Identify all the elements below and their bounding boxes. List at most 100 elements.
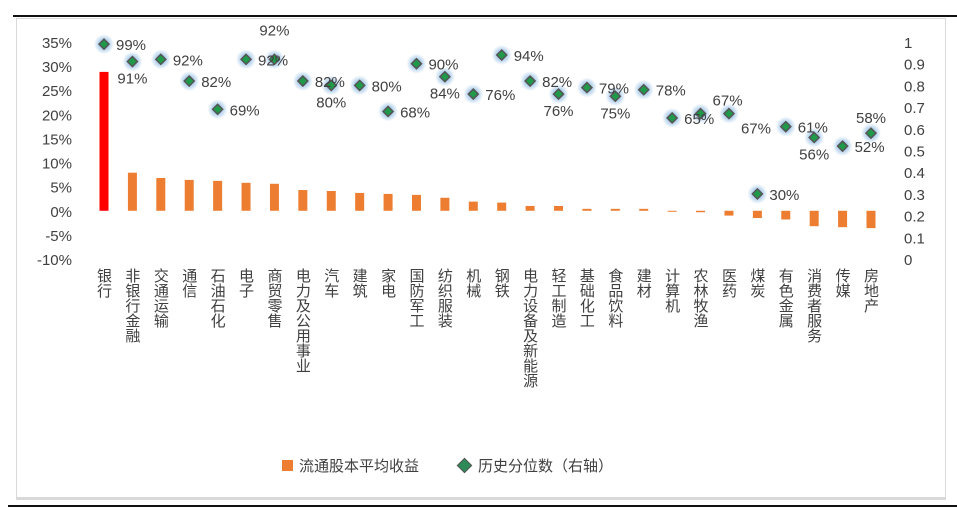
category-label: 传媒: [834, 268, 852, 298]
scatter-point: [438, 70, 451, 83]
point-data-label: 94%: [514, 48, 544, 65]
scatter-point: [268, 53, 281, 66]
right-tick-label: 1: [904, 35, 912, 52]
category-label: 电力及公用事业: [294, 268, 312, 373]
right-tick-label: 0.6: [904, 122, 925, 139]
left-tick-label: 10%: [42, 156, 72, 173]
point-data-label: 58%: [856, 110, 886, 127]
scatter-point: [722, 107, 736, 120]
category-label: 汽车: [322, 268, 340, 298]
bar: [554, 205, 564, 211]
bar: [639, 208, 649, 211]
bar: [809, 210, 819, 227]
bar: [241, 182, 251, 211]
legend-scatter-label: 历史分位数（右轴）: [478, 457, 614, 475]
category-label: 通信: [180, 268, 198, 298]
bar: [383, 193, 393, 211]
point-data-label: 92%: [258, 52, 288, 69]
right-tick-label: 0.7: [904, 100, 925, 117]
scatter-point: [325, 79, 338, 92]
category-label: 电子: [237, 268, 255, 298]
category-label: 钢铁: [493, 268, 511, 298]
point-data-label: 67%: [713, 93, 743, 110]
category-label: 交通运输: [152, 267, 170, 328]
category-label: 国防军工: [407, 268, 425, 328]
category-label: 非银行金融: [123, 268, 141, 343]
scatter-point: [580, 81, 593, 94]
scatter-point: [495, 48, 508, 62]
category-label: 建材: [635, 268, 653, 298]
scatter-point: [864, 127, 878, 140]
point-data-label: 80%: [372, 78, 402, 95]
legend-bar-swatch: [282, 460, 293, 471]
point-data-label: 79%: [599, 81, 629, 98]
left-tick-label: -10%: [37, 252, 72, 269]
point-data-label: 92%: [259, 22, 289, 39]
scatter-point: [609, 90, 622, 103]
point-data-label: 76%: [544, 103, 574, 120]
category-label: 建筑: [351, 268, 369, 299]
point-data-label: 80%: [316, 94, 346, 111]
category-label: 轻工制造: [550, 268, 568, 329]
bar: [127, 172, 137, 211]
bar: [355, 192, 365, 211]
scatter-point: [353, 79, 366, 92]
right-tick-label: 0.3: [904, 187, 925, 204]
point-data-label: 90%: [428, 57, 458, 74]
bar: [298, 190, 308, 211]
scatter-point: [410, 57, 423, 70]
point-data-label: 75%: [600, 105, 630, 122]
bar: [866, 210, 876, 229]
left-tick-label: 0%: [50, 204, 72, 221]
point-data-label: 68%: [400, 104, 430, 121]
point-data-label: 52%: [855, 139, 885, 156]
point-data-label: 82%: [201, 74, 231, 91]
legend: 流通股本平均收益 历史分位数（右轴）: [282, 455, 613, 476]
category-label: 房地产: [862, 268, 880, 313]
point-data-label: 61%: [798, 120, 828, 137]
bar: [99, 71, 109, 211]
left-tick-label: 25%: [42, 83, 72, 100]
point-data-label: 91%: [117, 71, 147, 88]
scatter-point: [126, 55, 139, 68]
right-tick-label: 0: [904, 252, 912, 269]
bar: [610, 208, 620, 211]
scatter-point: [836, 140, 849, 153]
bar: [838, 210, 848, 228]
category-label: 机械: [464, 268, 482, 298]
category-label: 有色金属: [777, 268, 795, 328]
right-tick-label: 0.4: [904, 165, 925, 182]
scatter-point: [467, 88, 480, 101]
category-label: 石油石化: [209, 268, 227, 328]
category-label: 农林牧渔: [692, 268, 710, 328]
scatter-point: [382, 105, 395, 118]
point-data-label: 78%: [656, 83, 686, 100]
category-label: 煤炭: [748, 268, 766, 298]
left-tick-label: 30%: [42, 59, 72, 76]
scatter-point: [239, 53, 253, 66]
category-label: 家电: [379, 268, 397, 298]
scatter-point: [552, 88, 565, 101]
bar: [667, 210, 677, 212]
left-tick-label: 15%: [42, 131, 72, 148]
right-tick-label: 0.2: [904, 209, 925, 226]
point-data-label: 82%: [542, 74, 572, 91]
bar: [326, 191, 336, 211]
bar: [156, 177, 166, 211]
bar: [497, 202, 507, 211]
point-data-label: 76%: [485, 87, 515, 104]
scatter-point: [666, 111, 679, 125]
right-tick-label: 0.5: [904, 144, 925, 161]
bar: [582, 208, 592, 211]
right-tick-label: 0.9: [904, 57, 925, 74]
scatter-point: [694, 107, 707, 120]
left-tick-label: -5%: [45, 228, 72, 245]
scatter-point: [183, 74, 196, 88]
category-label: 基础化工: [578, 268, 596, 328]
bar: [752, 210, 762, 219]
bar: [411, 194, 421, 211]
left-tick-label: 20%: [42, 107, 72, 124]
point-data-label: 56%: [799, 146, 829, 163]
bar: [696, 210, 706, 213]
bar: [781, 210, 791, 220]
